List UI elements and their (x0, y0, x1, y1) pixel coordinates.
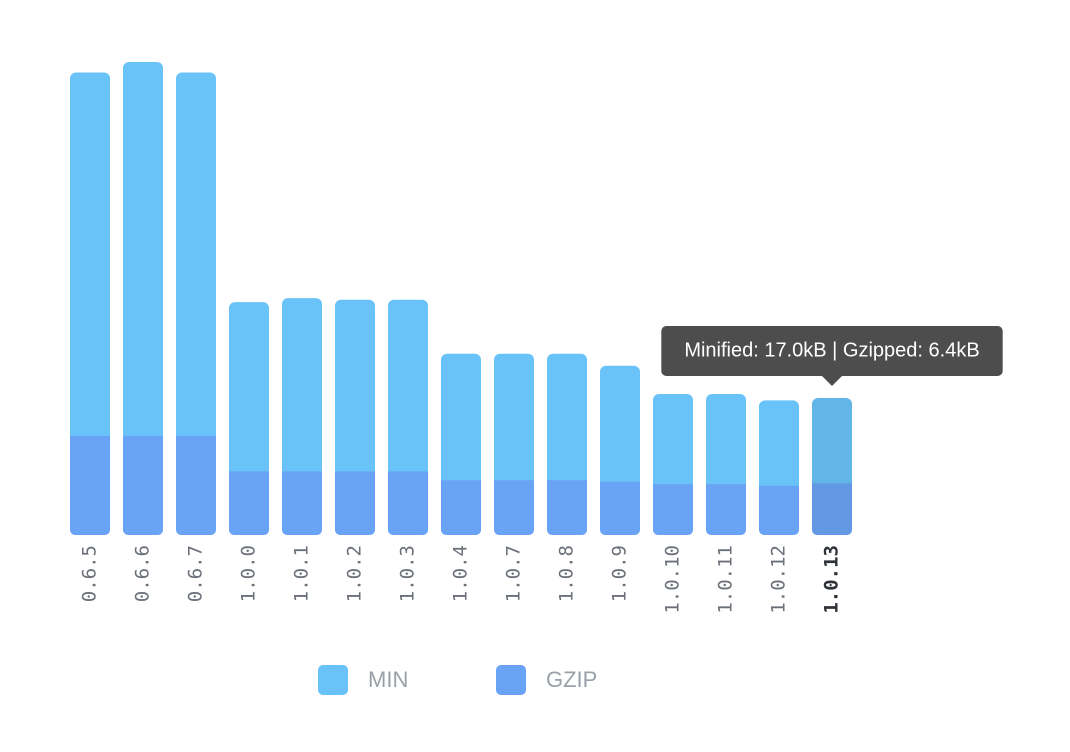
bar[interactable] (335, 471, 375, 535)
x-tick-label: 1.0.10 (662, 545, 684, 614)
bar[interactable] (70, 435, 110, 535)
x-tick-label: 0.6.7 (185, 545, 207, 602)
tooltip-text: Minified: 17.0kB | Gzipped: 6.4kB (684, 339, 979, 361)
bar[interactable] (812, 483, 852, 535)
x-tick-label: 1.0.3 (397, 545, 419, 602)
x-tick-label: 1.0.8 (556, 545, 578, 602)
bar[interactable] (759, 485, 799, 535)
x-tick-label: 1.0.7 (503, 545, 525, 602)
x-tick-label: 0.6.6 (132, 545, 154, 602)
x-tick-label: 1.0.1 (291, 545, 313, 602)
bar[interactable] (494, 480, 534, 535)
tooltip-arrow (822, 376, 842, 387)
bar[interactable] (282, 471, 322, 535)
bar[interactable] (600, 481, 640, 535)
legend-swatch (496, 665, 526, 695)
legend-swatch (318, 665, 348, 695)
tooltip (661, 326, 1003, 377)
bar[interactable] (229, 471, 269, 535)
bar[interactable] (706, 484, 746, 535)
bar[interactable] (176, 72, 216, 536)
x-tick-label: 1.0.0 (238, 545, 260, 602)
legend-label: MIN (368, 667, 408, 692)
x-tick-label: 1.0.4 (450, 545, 472, 602)
bar[interactable] (653, 484, 693, 535)
bar[interactable] (123, 62, 163, 535)
x-tick-label: 1.0.9 (609, 545, 631, 602)
x-tick-label: 1.0.2 (344, 545, 366, 602)
bar[interactable] (441, 480, 481, 535)
bar[interactable] (70, 72, 110, 536)
x-tick-label: 1.0.11 (715, 545, 737, 614)
legend-label: GZIP (546, 667, 597, 692)
x-tick-label: 1.0.13 (821, 545, 843, 614)
x-tick-label: 1.0.12 (768, 545, 790, 614)
x-tick-label: 0.6.5 (79, 545, 101, 602)
bar[interactable] (176, 435, 216, 535)
bar[interactable] (123, 435, 163, 535)
bar[interactable] (388, 471, 428, 535)
bar[interactable] (547, 480, 587, 535)
